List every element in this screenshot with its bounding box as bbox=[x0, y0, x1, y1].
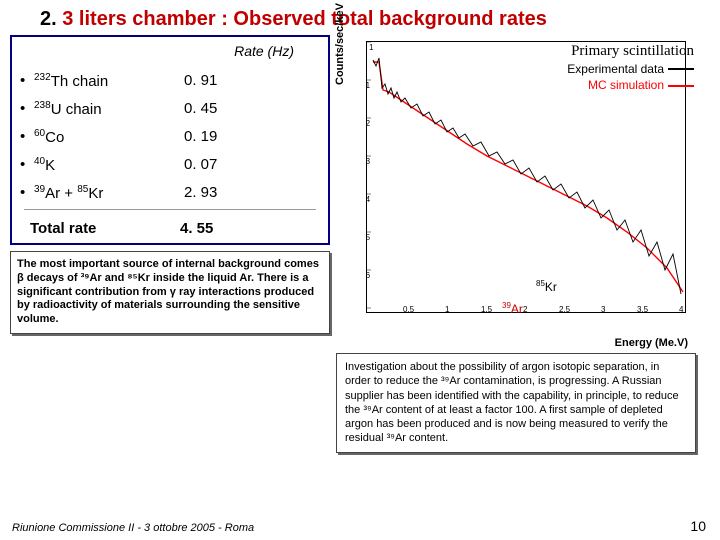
svg-text:0.5: 0.5 bbox=[403, 305, 415, 314]
svg-text:2: 2 bbox=[523, 305, 528, 314]
svg-text:3: 3 bbox=[601, 305, 606, 314]
legend-row-mc: MC simulation bbox=[567, 77, 694, 93]
svg-text:1: 1 bbox=[369, 43, 374, 52]
bullet-icon: • bbox=[20, 184, 34, 202]
isotope-label: 238U chain bbox=[34, 100, 184, 118]
total-row: Total rate 4. 55 bbox=[10, 214, 330, 245]
table-row: •232Th chain0. 91 bbox=[16, 67, 324, 95]
y-axis-label: Counts/sec/keV bbox=[334, 3, 346, 85]
table-row: •39Ar + 85Kr2. 93 bbox=[16, 179, 324, 207]
bullet-icon: • bbox=[20, 100, 34, 118]
bullet-icon: • bbox=[20, 156, 34, 174]
legend-mc-label: MC simulation bbox=[588, 77, 664, 93]
annot-ar: 39Ar bbox=[502, 301, 523, 316]
legend-mc-line bbox=[668, 85, 694, 87]
total-label: Total rate bbox=[30, 220, 180, 237]
legend-row-exp: Experimental data bbox=[567, 61, 694, 77]
table-row: •40K0. 07 bbox=[16, 151, 324, 179]
footer-text: Riunione Commissione II - 3 ottobre 2005… bbox=[12, 522, 254, 534]
legend-exp-line bbox=[668, 68, 694, 70]
annot-kr: 85Kr bbox=[536, 279, 557, 294]
svg-text:2.5: 2.5 bbox=[559, 305, 571, 314]
investigation-box: Investigation about the possibility of a… bbox=[336, 353, 696, 453]
svg-text:-3: -3 bbox=[367, 157, 371, 166]
svg-text:3.5: 3.5 bbox=[637, 305, 649, 314]
isotope-label: 60Co bbox=[34, 128, 184, 146]
svg-text:-5: -5 bbox=[367, 233, 371, 242]
title-prefix: 2. bbox=[40, 8, 62, 30]
svg-text:4: 4 bbox=[679, 305, 684, 314]
total-value: 4. 55 bbox=[180, 220, 300, 237]
spectrum-chart: Counts/sec/keV 1 -1 -2 -3 -4 -5 -6 bbox=[336, 35, 696, 335]
rate-value: 0. 91 bbox=[184, 72, 304, 90]
page-number: 10 bbox=[690, 518, 706, 534]
bullet-icon: • bbox=[20, 72, 34, 90]
note-box: The most important source of internal ba… bbox=[10, 251, 330, 334]
mc-curve bbox=[373, 62, 683, 292]
svg-text:-6: -6 bbox=[367, 271, 371, 280]
isotope-label: 232Th chain bbox=[34, 72, 184, 90]
chart-legend: Primary scintillation Experimental data … bbox=[567, 41, 694, 94]
divider bbox=[24, 209, 316, 210]
rate-value: 0. 45 bbox=[184, 100, 304, 118]
svg-text:1.5: 1.5 bbox=[481, 305, 493, 314]
legend-title: Primary scintillation bbox=[567, 41, 694, 61]
svg-text:-1: -1 bbox=[367, 81, 371, 90]
bullet-icon: • bbox=[20, 128, 34, 146]
rate-value: 0. 19 bbox=[184, 128, 304, 146]
table-row: •60Co0. 19 bbox=[16, 123, 324, 151]
x-axis-label: Energy (Me.V) bbox=[615, 337, 688, 349]
isotope-label: 39Ar + 85Kr bbox=[34, 184, 184, 202]
legend-exp-label: Experimental data bbox=[567, 61, 664, 77]
isotope-label: 40K bbox=[34, 156, 184, 174]
table-row: •238U chain0. 45 bbox=[16, 95, 324, 123]
svg-text:1: 1 bbox=[445, 305, 450, 314]
rate-value: 0. 07 bbox=[184, 156, 304, 174]
page-title: 2. 3 liters chamber : Observed total bac… bbox=[0, 0, 720, 35]
svg-text:-4: -4 bbox=[367, 195, 371, 204]
title-main: 3 liters chamber : Observed total backgr… bbox=[62, 8, 547, 30]
rate-table: Rate (Hz) •232Th chain0. 91•238U chain0.… bbox=[10, 35, 330, 214]
rate-value: 2. 93 bbox=[184, 184, 304, 202]
table-header: Rate (Hz) bbox=[16, 43, 324, 59]
svg-text:-2: -2 bbox=[367, 119, 371, 128]
